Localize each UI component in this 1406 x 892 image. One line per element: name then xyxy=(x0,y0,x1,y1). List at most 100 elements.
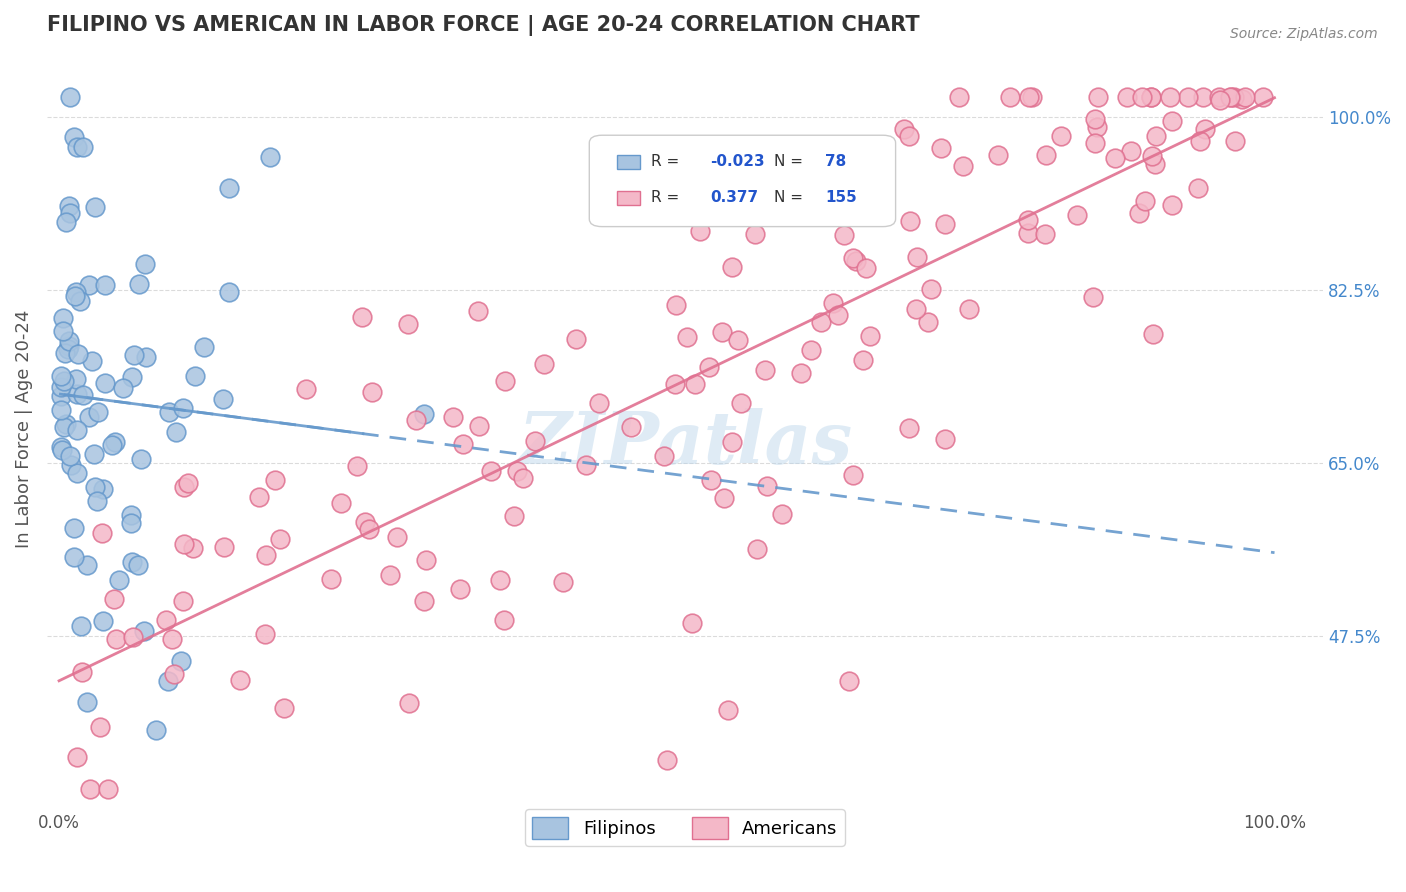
Point xyxy=(1116,90,1139,104)
Point xyxy=(67,347,90,361)
Point xyxy=(1087,120,1109,134)
Point xyxy=(512,471,534,485)
Text: 0.377: 0.377 xyxy=(710,190,759,205)
Point xyxy=(821,295,844,310)
Point xyxy=(1223,134,1246,148)
Text: R =: R = xyxy=(651,190,683,205)
Point xyxy=(157,404,180,418)
Point xyxy=(83,480,105,494)
Point xyxy=(756,479,779,493)
Point xyxy=(858,329,880,343)
Point xyxy=(103,591,125,606)
Point xyxy=(897,128,920,143)
Point xyxy=(52,325,75,339)
Point xyxy=(145,723,167,737)
Point xyxy=(212,392,235,406)
Point xyxy=(754,363,776,377)
Point xyxy=(451,436,474,450)
Point xyxy=(412,407,434,421)
Point xyxy=(405,413,427,427)
Point xyxy=(1104,151,1126,165)
Point xyxy=(1017,212,1039,227)
Text: N =: N = xyxy=(775,190,808,205)
Point xyxy=(346,458,368,473)
Point xyxy=(1130,90,1153,104)
Point xyxy=(51,440,73,454)
Point xyxy=(1219,90,1241,104)
Point xyxy=(505,465,527,479)
Point xyxy=(494,374,516,388)
Legend: Filipinos, Americans: Filipinos, Americans xyxy=(524,809,845,846)
Y-axis label: In Labor Force | Age 20-24: In Labor Force | Age 20-24 xyxy=(15,310,32,548)
Point xyxy=(441,410,464,425)
Point xyxy=(63,288,86,302)
Point xyxy=(553,575,575,590)
Point xyxy=(273,700,295,714)
Point xyxy=(575,458,598,473)
Point xyxy=(212,540,235,554)
Point xyxy=(59,90,82,104)
Point xyxy=(1021,90,1043,104)
Point xyxy=(682,616,704,631)
Point xyxy=(1219,90,1241,104)
Point xyxy=(959,302,981,317)
Point xyxy=(169,654,191,668)
Point xyxy=(59,458,82,473)
Point xyxy=(481,464,503,478)
Point xyxy=(91,483,114,497)
Point xyxy=(56,343,79,357)
Point xyxy=(1187,181,1209,195)
Point xyxy=(934,218,956,232)
Point xyxy=(55,417,77,431)
Text: N =: N = xyxy=(775,154,808,169)
Point xyxy=(253,627,276,641)
Point xyxy=(467,303,489,318)
Point xyxy=(122,630,145,644)
Point xyxy=(162,632,184,647)
Text: 155: 155 xyxy=(825,190,858,205)
Point xyxy=(193,340,215,354)
Point xyxy=(184,369,207,384)
Point xyxy=(898,213,921,227)
Point xyxy=(127,558,149,572)
Point xyxy=(415,553,437,567)
Point xyxy=(76,558,98,572)
Point xyxy=(58,334,80,348)
Point xyxy=(63,521,86,535)
Point xyxy=(832,228,855,243)
Point xyxy=(1142,149,1164,163)
Point xyxy=(897,421,920,435)
Point xyxy=(1140,90,1163,104)
Point xyxy=(827,308,849,322)
Point xyxy=(218,285,240,300)
Point xyxy=(172,594,194,608)
Point xyxy=(664,377,686,392)
Point xyxy=(84,200,107,214)
Point xyxy=(1208,90,1230,104)
Point xyxy=(810,315,832,329)
Point xyxy=(128,277,150,291)
Point xyxy=(163,666,186,681)
Point xyxy=(721,435,744,450)
Point xyxy=(59,206,82,220)
Point xyxy=(359,523,381,537)
Point xyxy=(449,582,471,596)
Text: 78: 78 xyxy=(825,154,846,169)
Point xyxy=(249,490,271,504)
Point xyxy=(1018,90,1040,104)
Point xyxy=(620,420,643,434)
Point xyxy=(121,369,143,384)
Point xyxy=(66,139,89,153)
Point xyxy=(120,508,142,522)
Point xyxy=(929,141,952,155)
Point xyxy=(1017,226,1039,240)
Point xyxy=(157,673,180,688)
Point xyxy=(710,325,733,339)
Point xyxy=(689,224,711,238)
Point xyxy=(90,525,112,540)
Point xyxy=(72,139,94,153)
Text: R =: R = xyxy=(651,154,683,169)
Point xyxy=(934,433,956,447)
Point xyxy=(747,542,769,557)
Point xyxy=(173,480,195,494)
